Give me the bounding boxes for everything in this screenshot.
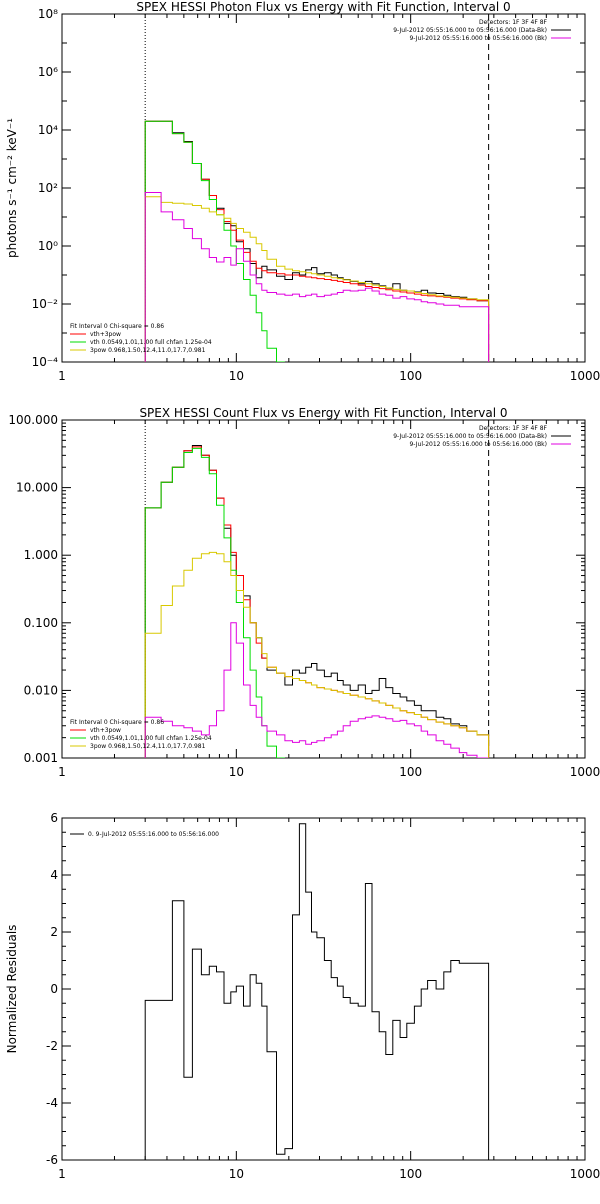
x-tick-label: 1000 [570, 1167, 600, 1181]
x-tick-label: 1000 [570, 765, 600, 779]
legend-entry: vth 0.0549,1.01,1.00 full chfan 1.25e-04 [90, 735, 212, 742]
y-tick-label: 0.001 [24, 751, 58, 765]
legend-entry: 3pow 0.968,1.50,12.4,11.0,17.7,0.981 [90, 347, 206, 354]
x-tick-label: 1 [58, 369, 66, 383]
legend-entry: 0. 9-Jul-2012 05:55:16.000 to 05:56:16.0… [88, 831, 219, 838]
legend-top-right: Detectors: 1F 3F 4F 8F9-Jul-2012 05:55:1… [393, 425, 571, 448]
y-tick-label: 10⁶ [38, 65, 58, 79]
series-magenta-histogram [144, 622, 489, 758]
x-tick-label: 1 [58, 1167, 66, 1181]
y-tick-label: -2 [46, 1039, 58, 1053]
y-tick-label: 0.010 [24, 683, 58, 697]
legend-entry: vth+3pow [90, 331, 121, 338]
x-tick-label: 10 [229, 369, 244, 383]
series-black-histogram [144, 120, 490, 362]
legend-top-right: Detectors: 1F 3F 4F 8F9-Jul-2012 05:55:1… [393, 19, 571, 42]
x-tick-label: 100 [399, 1167, 422, 1181]
plot-frame [61, 817, 586, 1161]
x-tick-label: 100 [399, 765, 422, 779]
data-series-group [144, 445, 490, 758]
legend-entry: 9-Jul-2012 05:55:16.000 to 05:56:16.000 … [409, 441, 547, 448]
legend-entry: 9-Jul-2012 05:55:16.000 to 05:56:16.000 … [409, 35, 547, 42]
legend-bottom-left: Fit Interval 0 Chi-square = 0.86vth+3pow… [70, 719, 212, 750]
y-tick-label: 10⁴ [38, 123, 58, 137]
y-tick-label: 6 [50, 811, 58, 825]
y-tick-label: -6 [46, 1153, 58, 1167]
y-tick-label: 2 [50, 925, 58, 939]
chart-panel-3: Normalized Residuals 1 10 100 1000 -6 -4 -2 0 2 4 6… [5, 811, 600, 1181]
legend-entry: Fit Interval 0 Chi-square = 0.86 [70, 719, 164, 726]
y-tick-label: 4 [50, 868, 58, 882]
series-yellow-histogram [144, 196, 490, 362]
series-red-histogram [144, 120, 490, 362]
legend-entry: Fit Interval 0 Chi-square = 0.86 [70, 323, 164, 330]
data-series-group [144, 823, 490, 1160]
x-tick-label: 1000 [570, 369, 600, 383]
plot-frame [61, 13, 586, 363]
series-green-histogram [144, 120, 285, 362]
legend-entry: Detectors: 1F 3F 4F 8F [479, 425, 548, 432]
chart-title: SPEX HESSI Photon Flux vs Energy with Fi… [136, 0, 510, 14]
x-tick-label: 10 [229, 1167, 244, 1181]
legend-entry: 9-Jul-2012 05:55:16.000 to 05:56:16.000 … [393, 433, 547, 440]
y-tick-label: 0.100 [24, 616, 58, 630]
chart-title: SPEX HESSI Count Flux vs Energy with Fit… [139, 406, 507, 420]
series-yellow-histogram [144, 551, 490, 758]
y-tick-label: 10⁻² [32, 297, 59, 311]
y-tick-label: 100.000 [8, 413, 58, 427]
y-tick-label: -4 [46, 1096, 58, 1110]
legend-bottom-left: Fit Interval 0 Chi-square = 0.86vth+3pow… [70, 323, 212, 354]
series-black-histogram [144, 823, 490, 1160]
y-axis-label: photons s⁻¹ cm⁻² keV⁻¹ [5, 118, 19, 258]
data-series-group [144, 120, 490, 362]
series-green-histogram [144, 447, 285, 758]
series-magenta-histogram [144, 192, 490, 362]
y-tick-label: 10² [38, 181, 58, 195]
x-tick-label: 1 [58, 765, 66, 779]
chart-panel-2: SPEX HESSI Count Flux vs Energy with Fit… [8, 406, 600, 779]
y-tick-label: 10.000 [16, 481, 58, 495]
x-tick-label: 10 [229, 765, 244, 779]
legend-entry: Detectors: 1F 3F 4F 8F [479, 19, 548, 26]
x-tick-label: 100 [399, 369, 422, 383]
chart-panel-1: SPEX HESSI Photon Flux vs Energy with Fi… [5, 0, 600, 383]
series-black-histogram [144, 445, 490, 758]
legend-top-left: 0. 9-Jul-2012 05:55:16.000 to 05:56:16.0… [70, 831, 219, 838]
legend-entry: vth+3pow [90, 727, 121, 734]
series-red-histogram [144, 446, 490, 758]
legend-entry: vth 0.0549,1.01,1.00 full chfan 1.25e-04 [90, 339, 212, 346]
legend-entry: 9-Jul-2012 05:55:16.000 to 05:56:16.000 … [393, 27, 547, 34]
y-tick-label: 0 [50, 982, 58, 996]
y-tick-label: 10⁸ [38, 7, 58, 21]
plot-frame [61, 419, 586, 759]
y-tick-label: 1.000 [24, 548, 58, 562]
y-tick-label: 10⁻⁴ [32, 355, 59, 369]
legend-entry: 3pow 0.968,1.50,12.4,11.0,17.7,0.981 [90, 743, 206, 750]
y-axis-label: Normalized Residuals [5, 925, 19, 1054]
y-tick-label: 10⁰ [38, 239, 58, 253]
